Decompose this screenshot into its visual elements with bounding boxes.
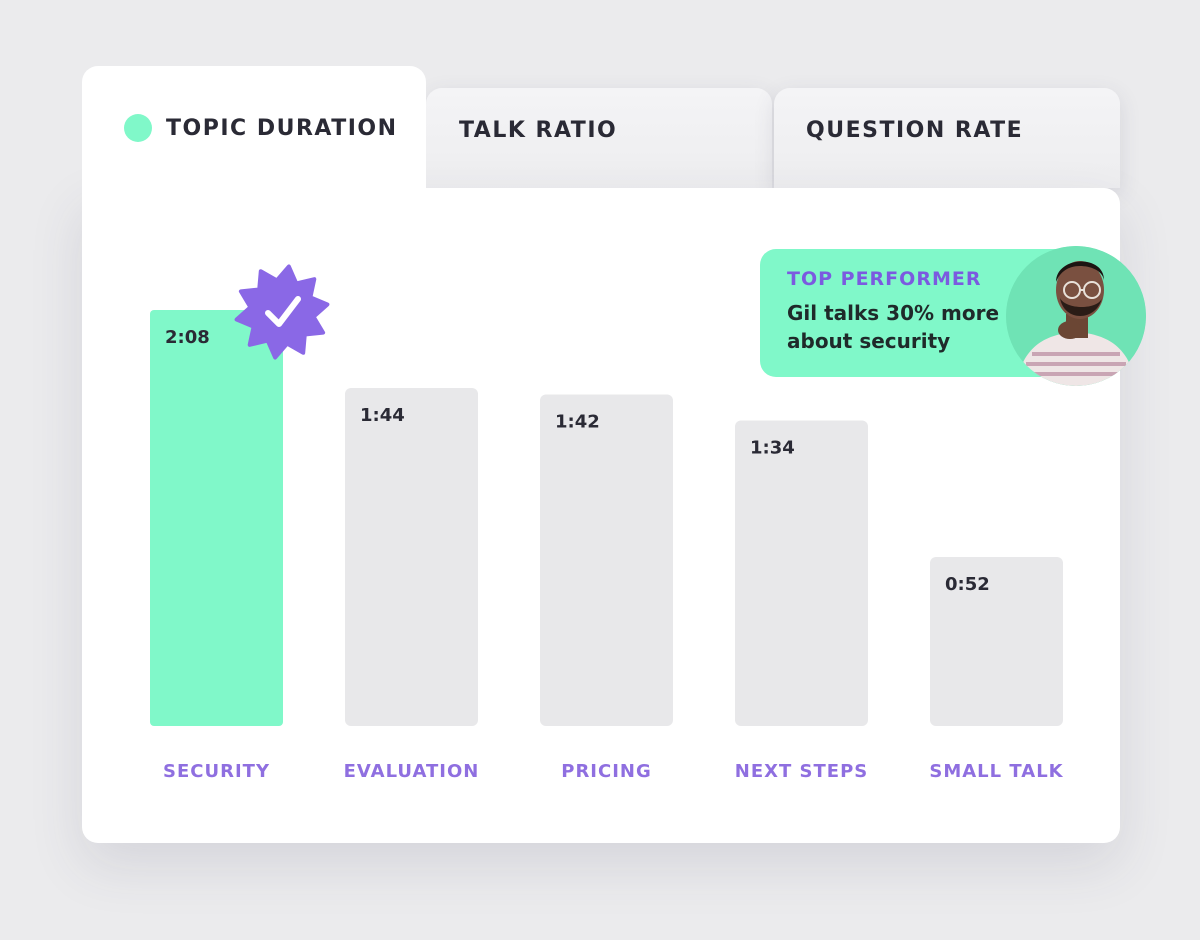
category-label: SECURITY	[163, 761, 270, 782]
bar-value-label: 1:34	[750, 438, 795, 459]
callout-text: Gil talks 30% more about security	[787, 301, 1000, 353]
bar-next-steps	[735, 420, 868, 726]
active-tab-dot-icon	[124, 114, 152, 142]
tab-question-rate-label: QUESTION RATE	[806, 118, 1024, 143]
tab-talk-ratio-label: TALK RATIO	[459, 118, 618, 143]
verified-check-badge-icon	[234, 264, 330, 360]
bar-value-label: 1:44	[360, 405, 405, 426]
category-label: EVALUATION	[344, 761, 480, 782]
person-avatar-icon	[1006, 246, 1146, 386]
tab-question-rate[interactable]: QUESTION RATE	[774, 88, 1120, 188]
bar-small-talk	[930, 557, 1063, 726]
tab-talk-ratio[interactable]: TALK RATIO	[426, 88, 772, 188]
bar-value-label: 2:08	[165, 327, 210, 348]
bar-value-label: 1:42	[555, 412, 600, 433]
bar-security	[150, 310, 283, 726]
callout-title: TOP PERFORMER	[787, 268, 982, 290]
tab-topic-duration[interactable]: TOPIC DURATION	[82, 66, 426, 206]
category-label: NEXT STEPS	[735, 761, 868, 782]
tab-topic-duration-label: TOPIC DURATION	[166, 116, 398, 141]
bar-pricing	[540, 394, 673, 726]
category-label: SMALL TALK	[929, 761, 1063, 782]
category-label: PRICING	[561, 761, 652, 782]
bar-evaluation	[345, 388, 478, 726]
bar-value-label: 0:52	[945, 574, 990, 595]
